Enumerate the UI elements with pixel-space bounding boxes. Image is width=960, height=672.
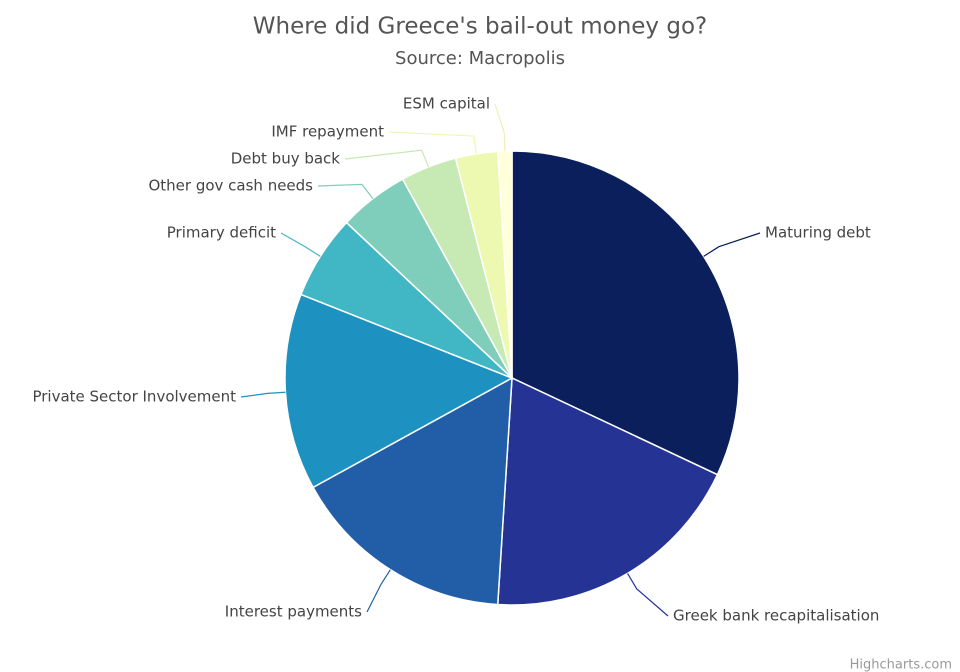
pie-slice bbox=[284, 293, 514, 489]
pie-slice bbox=[312, 376, 513, 606]
connector bbox=[627, 573, 669, 617]
chart-title: Where did Greece's bail-out money go? bbox=[253, 14, 707, 40]
connector bbox=[280, 232, 321, 257]
chart-subtitle: Source: Macropolis bbox=[395, 48, 565, 69]
credits[interactable]: Highcharts.com bbox=[850, 658, 952, 672]
slice-label: IMF repayment bbox=[271, 123, 384, 141]
slice-label: Primary deficit bbox=[167, 224, 276, 242]
connector bbox=[317, 183, 374, 200]
connector bbox=[366, 569, 391, 613]
connector bbox=[388, 131, 478, 154]
pie-slice bbox=[496, 150, 513, 379]
connector bbox=[494, 103, 506, 152]
connector bbox=[703, 232, 761, 257]
slice-label: Private Sector Involvement bbox=[32, 388, 236, 406]
slice-label: Interest payments bbox=[225, 603, 362, 621]
slice-label: ESM capital bbox=[403, 95, 490, 113]
connector bbox=[240, 391, 286, 398]
slice-label: Other gov cash needs bbox=[148, 177, 313, 195]
pie-slice bbox=[511, 150, 740, 476]
connector bbox=[344, 149, 429, 168]
slice-label: Greek bank recapitalisation bbox=[673, 607, 879, 625]
slice-label: Debt buy back bbox=[231, 150, 341, 168]
slice-label: Maturing debt bbox=[765, 224, 871, 242]
